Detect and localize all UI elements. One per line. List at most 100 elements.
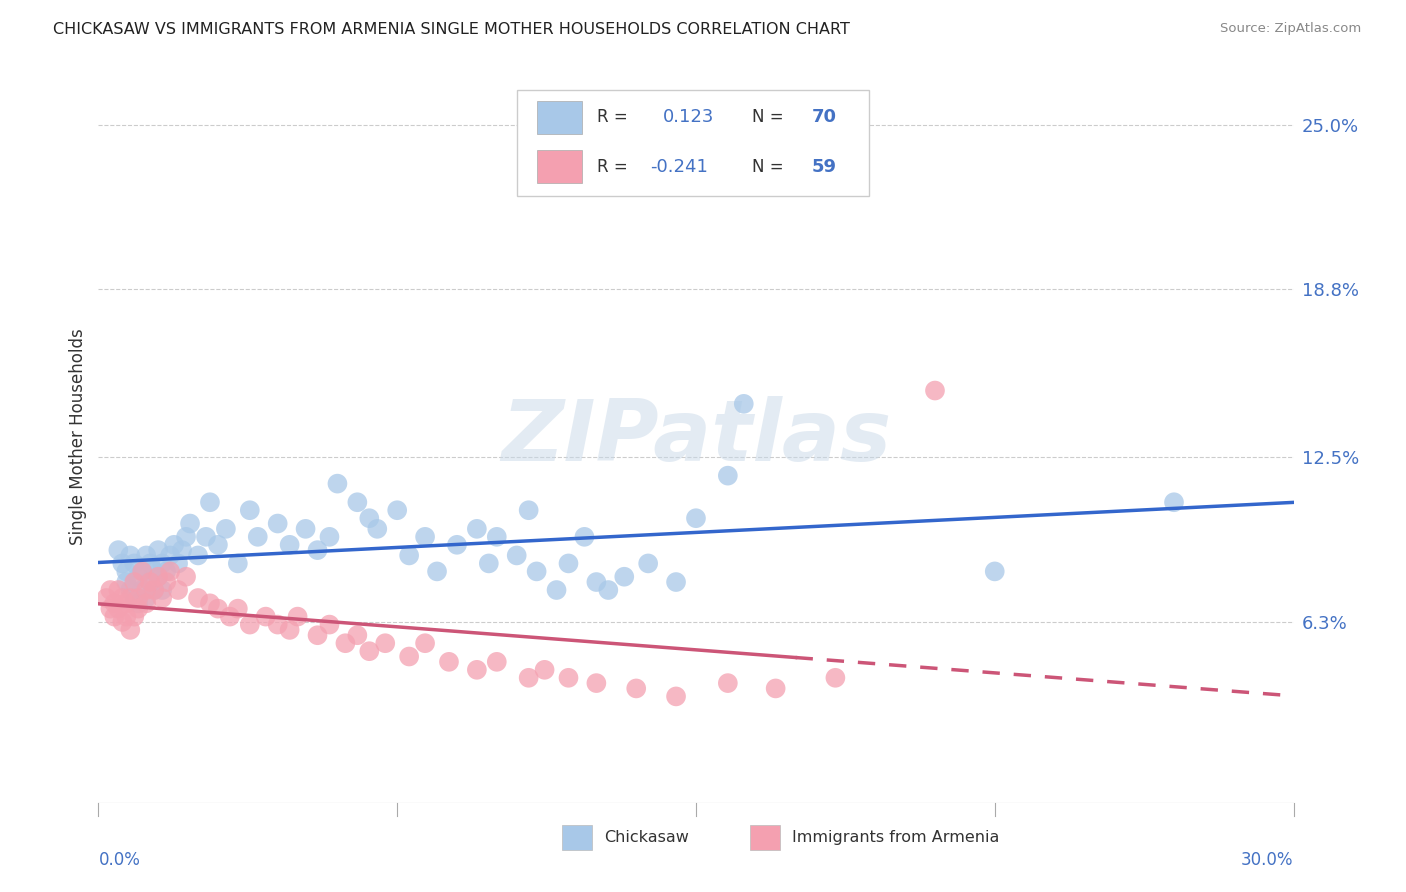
Point	[226, 601, 249, 615]
Point	[585, 676, 607, 690]
Point	[96, 591, 118, 605]
Point	[1163, 495, 1185, 509]
Text: Chickasaw: Chickasaw	[605, 830, 689, 845]
Point	[124, 591, 146, 605]
Point	[924, 384, 946, 398]
Point	[278, 538, 301, 552]
Point	[131, 582, 153, 597]
Point	[115, 565, 138, 579]
Point	[127, 596, 149, 610]
Point	[124, 557, 146, 571]
Point	[267, 617, 290, 632]
FancyBboxPatch shape	[749, 825, 780, 850]
Point	[717, 468, 740, 483]
Point	[187, 591, 209, 605]
Point	[426, 565, 449, 579]
Point	[574, 530, 596, 544]
Point	[318, 530, 340, 544]
Point	[120, 591, 142, 605]
Point	[665, 690, 688, 704]
Point	[517, 503, 540, 517]
Point	[717, 676, 740, 690]
Point	[167, 557, 190, 571]
Point	[254, 609, 277, 624]
Point	[111, 557, 134, 571]
Point	[198, 596, 221, 610]
Point	[127, 570, 149, 584]
Point	[437, 655, 460, 669]
Point	[155, 575, 177, 590]
Text: Immigrants from Armenia: Immigrants from Armenia	[792, 830, 998, 845]
Point	[287, 609, 309, 624]
Point	[335, 636, 357, 650]
Point	[207, 601, 229, 615]
Text: CHICKASAW VS IMMIGRANTS FROM ARMENIA SINGLE MOTHER HOUSEHOLDS CORRELATION CHART: CHICKASAW VS IMMIGRANTS FROM ARMENIA SIN…	[53, 22, 851, 37]
Point	[150, 557, 173, 571]
FancyBboxPatch shape	[562, 825, 592, 850]
Text: N =: N =	[752, 109, 789, 127]
Point	[215, 522, 238, 536]
Point	[115, 609, 138, 624]
Point	[172, 543, 194, 558]
Point	[98, 601, 122, 615]
Point	[557, 671, 579, 685]
Point	[307, 543, 329, 558]
Point	[374, 636, 396, 650]
Point	[246, 530, 269, 544]
Point	[346, 628, 368, 642]
Point	[318, 617, 340, 632]
Point	[107, 543, 129, 558]
Point	[174, 530, 197, 544]
Text: -0.241: -0.241	[651, 158, 709, 176]
Point	[120, 582, 142, 597]
Point	[124, 609, 146, 624]
Point	[598, 582, 620, 597]
Point	[131, 565, 153, 579]
Point	[239, 503, 262, 517]
Point	[307, 628, 329, 642]
Point	[187, 549, 209, 563]
Text: R =: R =	[596, 158, 633, 176]
Point	[124, 575, 146, 590]
Point	[366, 522, 388, 536]
Point	[143, 582, 166, 597]
Point	[115, 596, 138, 610]
Text: N =: N =	[752, 158, 789, 176]
Point	[111, 615, 134, 629]
Point	[984, 565, 1007, 579]
Point	[159, 565, 181, 579]
Point	[226, 557, 249, 571]
Point	[107, 582, 129, 597]
Point	[103, 609, 125, 624]
Text: Source: ZipAtlas.com: Source: ZipAtlas.com	[1220, 22, 1361, 36]
Point	[135, 582, 157, 597]
Point	[139, 575, 162, 590]
Point	[733, 397, 755, 411]
Text: 59: 59	[811, 158, 837, 176]
Point	[465, 663, 488, 677]
Point	[135, 596, 157, 610]
Point	[613, 570, 636, 584]
Point	[526, 565, 548, 579]
Y-axis label: Single Mother Households: Single Mother Households	[69, 329, 87, 545]
Point	[155, 565, 177, 579]
Point	[278, 623, 301, 637]
Point	[413, 530, 436, 544]
Text: 0.0%: 0.0%	[98, 851, 141, 869]
Point	[585, 575, 607, 590]
Point	[159, 549, 181, 563]
Point	[135, 549, 157, 563]
Point	[385, 503, 409, 517]
Text: 70: 70	[811, 109, 837, 127]
Point	[239, 617, 262, 632]
Point	[359, 644, 381, 658]
Point	[824, 671, 846, 685]
Point	[413, 636, 436, 650]
Text: 0.123: 0.123	[662, 109, 714, 127]
Point	[326, 476, 349, 491]
Point	[174, 570, 197, 584]
Point	[398, 649, 420, 664]
Text: ZIPatlas: ZIPatlas	[501, 395, 891, 479]
Point	[478, 557, 501, 571]
Point	[506, 549, 529, 563]
